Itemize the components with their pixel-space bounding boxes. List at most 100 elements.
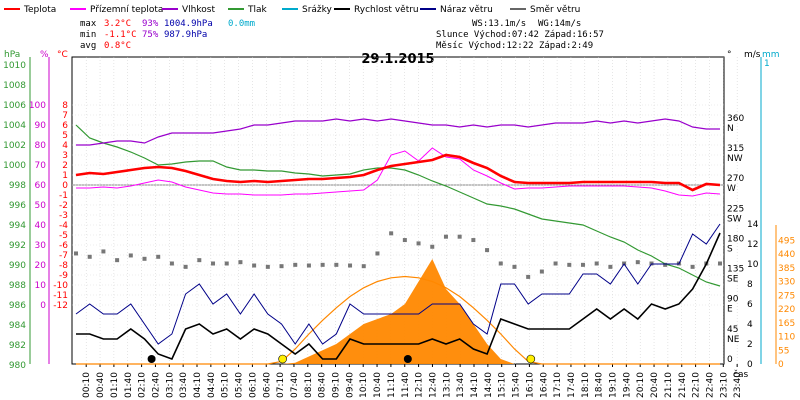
legend-label-5: Rychlost větru (354, 5, 419, 15)
wind-dir-point (156, 254, 161, 259)
x-tick-label: 07:10 (276, 372, 286, 398)
x-tick-label: 00:40 (96, 372, 106, 398)
degc-tick-label: 5 (62, 131, 68, 141)
degc-tick-label: 3 (62, 151, 68, 161)
x-tick-label: 04:40 (207, 372, 217, 398)
x-tick-label: 04:10 (193, 372, 203, 398)
x-tick-label: 15:40 (512, 372, 522, 398)
dir-tick-label: 270 (727, 174, 744, 184)
hpa-tick-label: 1004 (3, 121, 26, 131)
degc-tick-label: -10 (53, 281, 68, 291)
hpa-tick-label: 988 (9, 281, 26, 291)
wind-dir-point (580, 262, 585, 267)
legend-label-4: Srážky (302, 5, 333, 15)
wind-dir-point (293, 262, 298, 267)
x-tick-label: 21:40 (678, 372, 688, 398)
dir-compass-label: E (727, 305, 733, 315)
dir-compass-label: S (727, 244, 733, 254)
degc-tick-label: -9 (59, 271, 68, 281)
stats-max-press: 1004.9hPa (164, 19, 213, 29)
x-tick-label: 16:40 (539, 372, 549, 398)
x-tick-label: 00:10 (82, 372, 92, 398)
pct-tick-label: 90 (35, 121, 47, 131)
x-tick-label: 20:10 (636, 372, 646, 398)
stats-block: max 3.2°C 93% 1004.9hPa 0.0mm min -1.1°C… (80, 19, 255, 51)
wind-dir-point (87, 254, 92, 259)
wind-dir-point (663, 262, 668, 267)
wm2-tick-label: 330 (778, 278, 795, 288)
x-tick-label: 12:40 (428, 372, 438, 398)
wm2-tick-label: 495 (778, 236, 795, 246)
x-tick-label: 22:40 (705, 372, 715, 398)
pct-tick-label: 80 (35, 141, 47, 151)
plot-area (74, 118, 722, 365)
mm-tick-label: 1 (764, 59, 770, 69)
hpa-tick-label: 992 (9, 241, 26, 251)
wind-dir-point (348, 263, 353, 268)
dir-tick-label: 0 (727, 355, 733, 365)
info-block: WS:13.1m/s WG:14m/s Slunce Východ:07:42 … (436, 19, 604, 51)
wm2-tick-label: 165 (778, 319, 795, 329)
wind-dir-point (430, 244, 435, 249)
x-tick-label: 11:40 (401, 372, 411, 398)
degc-tick-label: -8 (59, 261, 68, 271)
ms-tick-label: 2 (747, 340, 753, 350)
ms-tick-label: 10 (747, 260, 759, 270)
hpa-tick-label: 1010 (3, 61, 26, 71)
stats-max-temp: 3.2°C (104, 19, 131, 29)
wind-dir-point (115, 258, 120, 263)
wind-dir-point (74, 251, 78, 256)
x-tick-label: 06:40 (262, 372, 272, 398)
x-tick-label: 07:40 (290, 372, 300, 398)
hpa-tick-label: 994 (9, 221, 26, 231)
dir-compass-label: W (727, 184, 736, 194)
sunset-marker (526, 354, 536, 364)
x-tick-label: 20:40 (650, 372, 660, 398)
dir-compass-label: SE (727, 275, 739, 285)
degc-tick-label: 7 (62, 111, 68, 121)
ms-tick-label: 6 (747, 300, 753, 310)
moonset-marker (147, 355, 156, 363)
wm2-tick-label: 440 (778, 250, 795, 260)
ms-tick-label: 4 (747, 320, 753, 330)
x-tick-label: 02:40 (151, 372, 161, 398)
wind-dir-point (416, 241, 421, 246)
legend-label-7: Směr větru (530, 5, 580, 15)
wind-dir-point (608, 264, 613, 269)
stats-max-label: max (80, 19, 97, 29)
pct-tick-label: 0 (40, 301, 46, 311)
stats-min-press: 987.9hPa (164, 30, 207, 40)
x-tick-label: 08:10 (304, 372, 314, 398)
wind-dir-point (265, 264, 270, 269)
x-tick-label: 03:40 (179, 372, 189, 398)
info-ws: WS:13.1m/s (472, 19, 526, 29)
degc-unit: °C (57, 50, 68, 60)
x-tick-label: 17:10 (553, 372, 563, 398)
legend-label-6: Náraz větru (440, 5, 493, 15)
x-tick-label: 14:10 (470, 372, 480, 398)
pct-tick-label: 100 (29, 101, 46, 111)
stats-min-label: min (80, 30, 96, 40)
stats-max-rain: 0.0mm (228, 19, 255, 29)
x-tick-label: 18:40 (595, 372, 605, 398)
x-tick-label: 19:40 (622, 372, 632, 398)
wind-dir-point (539, 269, 544, 274)
degc-tick-label: 8 (62, 101, 68, 111)
pressure-line (75, 124, 721, 287)
info-sun: Slunce Východ:07:42 Západ:16:57 (436, 30, 604, 40)
stats-max-hum: 93% (142, 19, 159, 29)
pct-tick-label: 10 (35, 281, 47, 291)
x-tick-label: 05:10 (221, 372, 231, 398)
wind-dir-point (320, 262, 325, 267)
hpa-tick-label: 1000 (3, 161, 26, 171)
x-tick-label: 23:40 (733, 372, 743, 398)
legend-label-2: Vlhkost (182, 5, 215, 15)
ms-unit: m/s (744, 50, 761, 60)
x-tick-label: 13:10 (442, 372, 452, 398)
wind-dir-point (211, 261, 216, 266)
hpa-tick-label: 1008 (3, 81, 26, 91)
wind-dir-point (361, 264, 366, 269)
wind-dir-point (485, 248, 490, 253)
dir-tick-label: 135 (727, 265, 744, 275)
